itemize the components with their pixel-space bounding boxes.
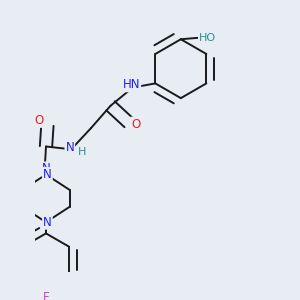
Text: N: N xyxy=(42,162,50,176)
Text: N: N xyxy=(65,141,74,154)
Text: H: H xyxy=(78,147,87,157)
Text: O: O xyxy=(131,118,140,130)
Text: N: N xyxy=(43,168,52,181)
Text: O: O xyxy=(34,114,43,127)
Text: N: N xyxy=(43,216,52,229)
Text: F: F xyxy=(43,291,49,300)
Text: HN: HN xyxy=(123,78,140,91)
Text: HO: HO xyxy=(199,33,216,43)
